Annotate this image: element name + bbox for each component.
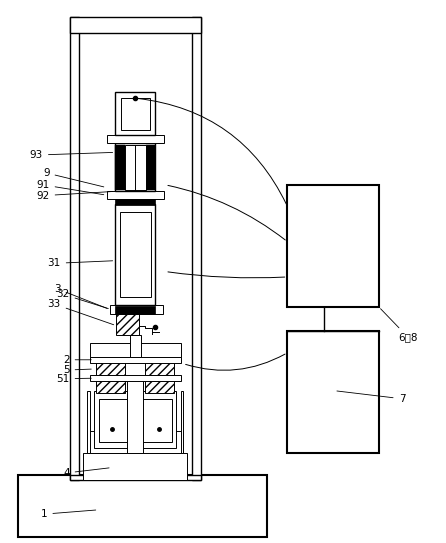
- Bar: [90, 343, 181, 357]
- Bar: [116, 306, 155, 314]
- Bar: [94, 390, 176, 447]
- Bar: [181, 390, 183, 453]
- Text: 31: 31: [47, 258, 113, 268]
- Bar: [70, 17, 78, 480]
- Bar: [90, 375, 181, 381]
- Bar: [116, 92, 155, 135]
- Bar: [116, 314, 139, 335]
- Text: 2: 2: [63, 355, 91, 365]
- Bar: [83, 453, 187, 480]
- Bar: [141, 399, 172, 442]
- Bar: [96, 381, 125, 393]
- Bar: [96, 363, 125, 375]
- Bar: [130, 335, 141, 357]
- Bar: [145, 363, 174, 375]
- Bar: [146, 145, 155, 190]
- Bar: [121, 98, 150, 130]
- Bar: [145, 381, 174, 393]
- Text: 1: 1: [41, 509, 96, 519]
- Text: 5: 5: [63, 365, 91, 375]
- Bar: [116, 204, 155, 305]
- Text: 32: 32: [56, 289, 108, 308]
- Bar: [107, 135, 164, 143]
- Bar: [128, 377, 143, 453]
- Text: 6、8: 6、8: [380, 309, 418, 343]
- Text: 7: 7: [337, 391, 405, 404]
- Bar: [125, 145, 146, 190]
- Bar: [87, 431, 183, 453]
- Text: 3: 3: [54, 284, 107, 308]
- Text: 9: 9: [43, 168, 104, 187]
- Bar: [116, 199, 155, 205]
- Bar: [110, 305, 163, 314]
- Bar: [87, 390, 90, 453]
- Text: 33: 33: [47, 299, 114, 325]
- Bar: [18, 475, 268, 537]
- Bar: [116, 143, 155, 191]
- Text: 4: 4: [63, 468, 109, 478]
- Bar: [70, 475, 201, 480]
- Text: 92: 92: [37, 191, 113, 201]
- Bar: [70, 17, 201, 33]
- Bar: [90, 357, 181, 363]
- Bar: [99, 399, 130, 442]
- Text: 93: 93: [30, 150, 113, 160]
- Text: 51: 51: [56, 374, 91, 384]
- Bar: [107, 191, 164, 199]
- Bar: [116, 145, 125, 190]
- Bar: [120, 212, 151, 298]
- Text: 91: 91: [37, 180, 104, 195]
- Bar: [288, 185, 379, 307]
- Bar: [192, 17, 201, 480]
- Bar: [288, 331, 379, 453]
